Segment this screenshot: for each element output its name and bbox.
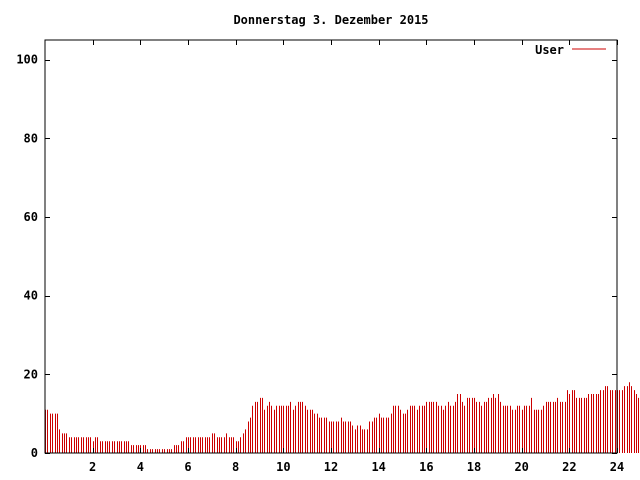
y-tick-label: 60 [24,210,38,224]
plot-frame [44,39,618,454]
legend-label: User [535,43,564,57]
x-tick-label: 2 [89,460,96,474]
x-tick-label: 20 [514,460,528,474]
x-tick-label: 10 [276,460,290,474]
y-tick-label: 0 [31,446,38,460]
y-tick-label: 80 [24,131,38,145]
chart-title: Donnerstag 3. Dezember 2015 [233,13,428,27]
x-tick-label: 8 [232,460,239,474]
bars [45,382,639,453]
x-tick-label: 16 [419,460,433,474]
legend: User [535,43,606,57]
x-axis-ticks: 2 4 6 8 10 12 14 16 18 20 22 24 [89,40,624,474]
x-tick-label: 24 [610,460,624,474]
y-tick-label: 20 [24,367,38,381]
y-tick-label: 100 [16,53,38,67]
x-tick-label: 12 [324,460,338,474]
x-tick-label: 22 [562,460,576,474]
x-tick-label: 18 [467,460,481,474]
y-tick-label: 40 [24,289,38,303]
y-axis-ticks: 0 20 40 60 80 100 [16,53,617,460]
x-tick-label: 4 [137,460,144,474]
x-tick-label: 6 [184,460,191,474]
x-tick-label: 14 [371,460,385,474]
